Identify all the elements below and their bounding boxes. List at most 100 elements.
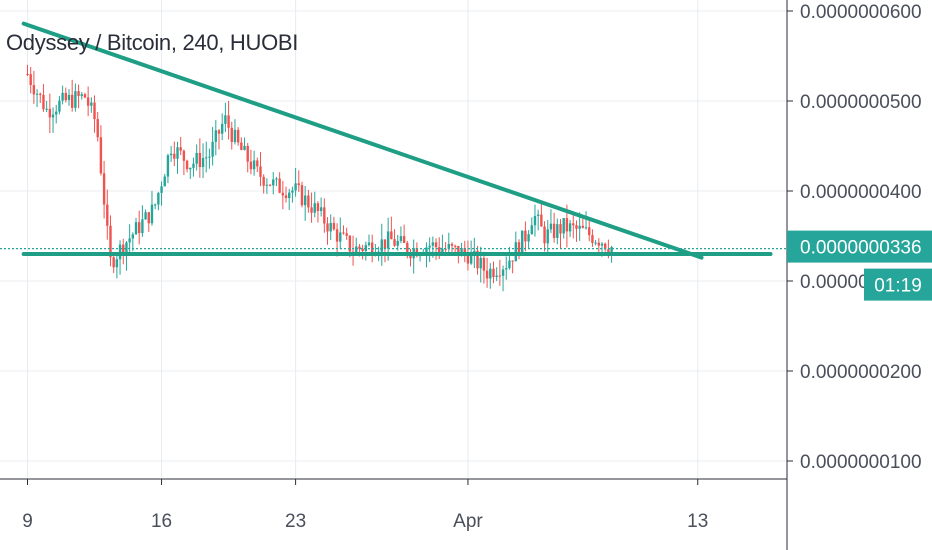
- candle-body: [517, 242, 521, 255]
- candle-body: [153, 204, 157, 206]
- candle-body: [463, 248, 466, 254]
- candle-body: [444, 248, 447, 250]
- candle-body: [173, 153, 176, 159]
- candle-body: [578, 225, 581, 229]
- candle-body: [342, 232, 345, 234]
- candle-body: [383, 239, 387, 249]
- candle-body: [201, 158, 205, 168]
- candle-body: [399, 236, 403, 241]
- candle-body: [48, 108, 52, 118]
- candle-body: [163, 176, 166, 187]
- candle-body: [93, 102, 96, 120]
- candle-body: [339, 232, 342, 242]
- candle-body: [90, 102, 93, 106]
- candle-body: [610, 247, 613, 254]
- candle-body: [35, 93, 39, 95]
- candle-body: [575, 225, 578, 229]
- time-axis[interactable]: 9 16 23 Apr 13: [22, 479, 708, 532]
- candle-body: [323, 207, 326, 224]
- candle-body: [584, 227, 588, 229]
- candle-body: [588, 227, 591, 236]
- candle-body: [118, 244, 122, 260]
- candle-body: [70, 94, 74, 108]
- candle-body: [26, 74, 29, 75]
- candle-body: [157, 192, 160, 205]
- candle-body: [211, 141, 214, 157]
- candle-body: [345, 233, 348, 236]
- candle-body: [256, 160, 259, 167]
- y-tick-label: 0.0000000500: [800, 92, 922, 113]
- countdown-badge: 01:19: [864, 268, 932, 301]
- countdown-label: 01:19: [874, 276, 922, 297]
- candle-body: [492, 268, 495, 278]
- candle-body: [265, 184, 269, 186]
- candle-body: [262, 176, 265, 186]
- candle-body: [482, 257, 486, 271]
- candle-body: [527, 234, 530, 242]
- candle-body: [272, 179, 275, 186]
- candle-body: [61, 92, 64, 101]
- last-price-badge: 0.0000000336: [787, 230, 932, 263]
- candle-body: [189, 167, 192, 170]
- candle-body: [594, 242, 597, 244]
- candle-body: [476, 250, 479, 269]
- candle-body: [390, 231, 393, 240]
- candle-body: [74, 91, 77, 108]
- x-tick-label: 23: [285, 511, 306, 532]
- chart-grid: [0, 0, 787, 479]
- candle-body: [83, 94, 87, 98]
- candle-body: [319, 207, 323, 212]
- candle-body: [552, 223, 556, 238]
- candle-body: [224, 115, 227, 124]
- candle-body: [246, 145, 249, 162]
- candle-body: [39, 93, 42, 95]
- candle-body: [192, 163, 195, 168]
- candle-body: [80, 94, 83, 96]
- candle-body: [182, 150, 186, 161]
- candle-body: [453, 245, 457, 247]
- candle-body: [332, 222, 336, 230]
- candle-body: [556, 224, 559, 238]
- candle-body: [543, 226, 546, 244]
- candle-body: [109, 225, 112, 258]
- candle-body: [150, 204, 154, 224]
- candle-body: [166, 155, 170, 177]
- candle-body: [380, 239, 383, 252]
- candle-body: [217, 130, 221, 134]
- candle-body: [185, 160, 189, 170]
- candle-body: [521, 230, 524, 255]
- candle-body: [511, 260, 514, 262]
- candle-body: [591, 235, 594, 243]
- candle-body: [77, 91, 80, 96]
- candle-body: [361, 248, 364, 252]
- candle-body: [396, 240, 399, 246]
- candle-body: [428, 245, 431, 248]
- candle-body: [115, 259, 119, 268]
- candle-body: [125, 242, 128, 255]
- candle-body: [236, 129, 240, 143]
- candle-body: [572, 223, 575, 226]
- candle-body: [489, 268, 492, 279]
- candle-body: [169, 153, 173, 156]
- candle-body: [565, 218, 569, 232]
- candle-body: [45, 108, 48, 110]
- x-tick-label: 13: [687, 511, 708, 532]
- candle-body: [581, 225, 585, 228]
- candle-body: [160, 186, 163, 193]
- candle-body: [227, 115, 230, 128]
- candle-body: [498, 275, 502, 277]
- y-tick-label: 0.0000000200: [800, 362, 922, 383]
- candle-body: [294, 183, 297, 191]
- candle-body: [313, 203, 316, 213]
- candle-body: [240, 142, 243, 150]
- candle-body: [259, 166, 262, 177]
- candle-body: [316, 203, 320, 212]
- trendlines: [21, 21, 773, 260]
- candle-body: [176, 147, 179, 159]
- candle-body: [533, 215, 537, 226]
- trendline[interactable]: [21, 21, 704, 260]
- candle-body: [96, 119, 99, 138]
- candle-body: [288, 192, 291, 199]
- candle-body: [281, 192, 285, 196]
